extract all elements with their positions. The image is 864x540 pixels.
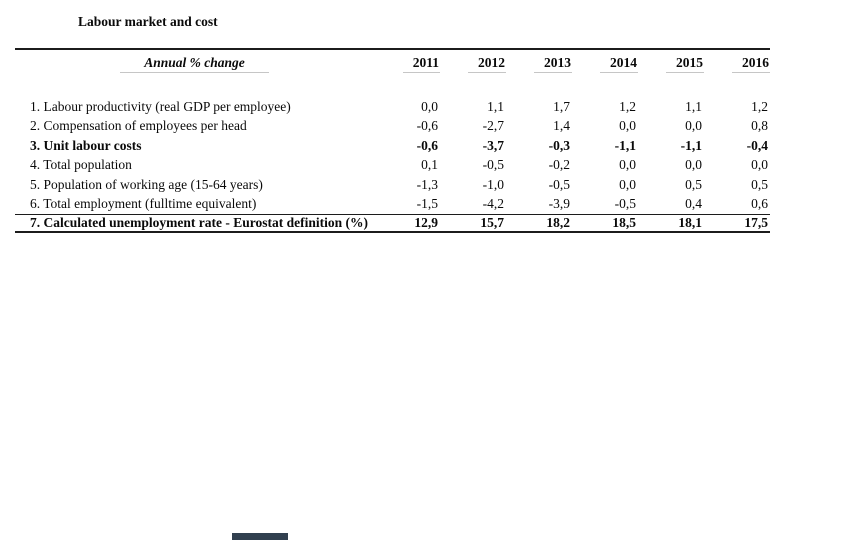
- table-cell: -1,1: [614, 137, 636, 153]
- table-row-total-population: 4. Total population 0,1 -0,5 -0,2 0,0 0,…: [15, 156, 770, 176]
- table-cell: -4,2: [482, 196, 504, 212]
- table-row-compensation: 2. Compensation of employees per head -0…: [15, 117, 770, 137]
- table-title: Labour market and cost: [78, 14, 218, 29]
- table-cell: -1,1: [680, 137, 702, 153]
- table-cell: -0,5: [548, 176, 570, 192]
- table-cell: 1,2: [751, 98, 768, 114]
- table-cell: 0,4: [685, 196, 702, 212]
- header-spacer-row: [15, 75, 770, 97]
- labour-market-table: Annual % change 2011 2012 2013 2014 2015: [15, 48, 770, 233]
- table-cell: -1,5: [416, 196, 438, 212]
- table-cell: 0,0: [685, 157, 702, 173]
- row-label: 3. Unit labour costs: [30, 137, 142, 153]
- table-cell: 0,0: [685, 118, 702, 134]
- table-cell: 18,5: [572, 214, 638, 233]
- table-cell: 0,5: [751, 176, 768, 192]
- table-cell: 18,2: [506, 214, 572, 233]
- table-cell: 0,0: [619, 157, 636, 173]
- row-label: 6. Total employment (fulltime equivalent…: [30, 196, 257, 212]
- table-row-labour-productivity: 1. Labour productivity (real GDP per emp…: [15, 97, 770, 117]
- table-row-unemployment-rate: 7. Calculated unemployment rate - Eurost…: [15, 214, 770, 233]
- row-label: 5. Population of working age (15-64 year…: [30, 176, 263, 192]
- column-header-2012: 2012: [440, 48, 506, 75]
- table-cell: -0,6: [416, 137, 438, 153]
- table-cell: 0,0: [421, 98, 438, 114]
- table-cell: -0,5: [614, 196, 636, 212]
- table-cell: -3,9: [548, 196, 570, 212]
- table-row-unit-labour-costs: 3. Unit labour costs -0,6 -3,7 -0,3 -1,1…: [15, 136, 770, 156]
- year-label: 2014: [600, 52, 638, 73]
- table-cell: 1,2: [619, 98, 636, 114]
- table-row-total-employment: 6. Total employment (fulltime equivalent…: [15, 195, 770, 215]
- table-cell: 0,6: [751, 196, 768, 212]
- table-cell: -2,7: [482, 118, 504, 134]
- bottom-edge-fragment: [232, 533, 288, 540]
- table-cell: 15,7: [440, 214, 506, 233]
- year-label: 2012: [468, 52, 506, 73]
- table-cell: 1,4: [553, 118, 570, 134]
- table-cell: 0,8: [751, 118, 768, 134]
- year-label: 2013: [534, 52, 572, 73]
- table-cell: -0,5: [482, 157, 504, 173]
- table-cell: -0,2: [548, 157, 570, 173]
- table-cell: 1,1: [487, 98, 504, 114]
- column-header-annual-change: Annual % change: [15, 48, 374, 75]
- row-label: 4. Total population: [30, 157, 132, 173]
- table-cell: -0,3: [548, 137, 570, 153]
- year-label: 2016: [732, 52, 770, 73]
- column-header-2011: 2011: [374, 48, 440, 75]
- table-cell: -0,4: [746, 137, 768, 153]
- table-cell: 12,9: [374, 214, 440, 233]
- column-header-2015: 2015: [638, 48, 704, 75]
- table-cell: 0,0: [751, 157, 768, 173]
- column-header-2014: 2014: [572, 48, 638, 75]
- table-cell: 0,0: [619, 176, 636, 192]
- year-label: 2015: [666, 52, 704, 73]
- table-row-working-age-population: 5. Population of working age (15-64 year…: [15, 175, 770, 195]
- table-cell: 0,5: [685, 176, 702, 192]
- table-cell: -1,0: [482, 176, 504, 192]
- column-header-2013: 2013: [506, 48, 572, 75]
- table-cell: 0,1: [421, 157, 438, 173]
- column-header-2016: 2016: [704, 48, 770, 75]
- year-label: 2011: [402, 52, 440, 73]
- table-cell: 0,0: [619, 118, 636, 134]
- table-cell: -1,3: [416, 176, 438, 192]
- table-header-row: Annual % change 2011 2012 2013 2014 2015: [15, 48, 770, 75]
- row-label: 7. Calculated unemployment rate - Eurost…: [15, 214, 374, 233]
- row-label: 1. Labour productivity (real GDP per emp…: [30, 98, 291, 114]
- annual-change-label: Annual % change: [120, 52, 269, 73]
- table-cell: 17,5: [704, 214, 770, 233]
- row-label: 2. Compensation of employees per head: [30, 118, 247, 134]
- table-cell: 1,7: [553, 98, 570, 114]
- table-cell: -0,6: [416, 118, 438, 134]
- table-cell: 18,1: [638, 214, 704, 233]
- table-cell: -3,7: [482, 137, 504, 153]
- table-cell: 1,1: [685, 98, 702, 114]
